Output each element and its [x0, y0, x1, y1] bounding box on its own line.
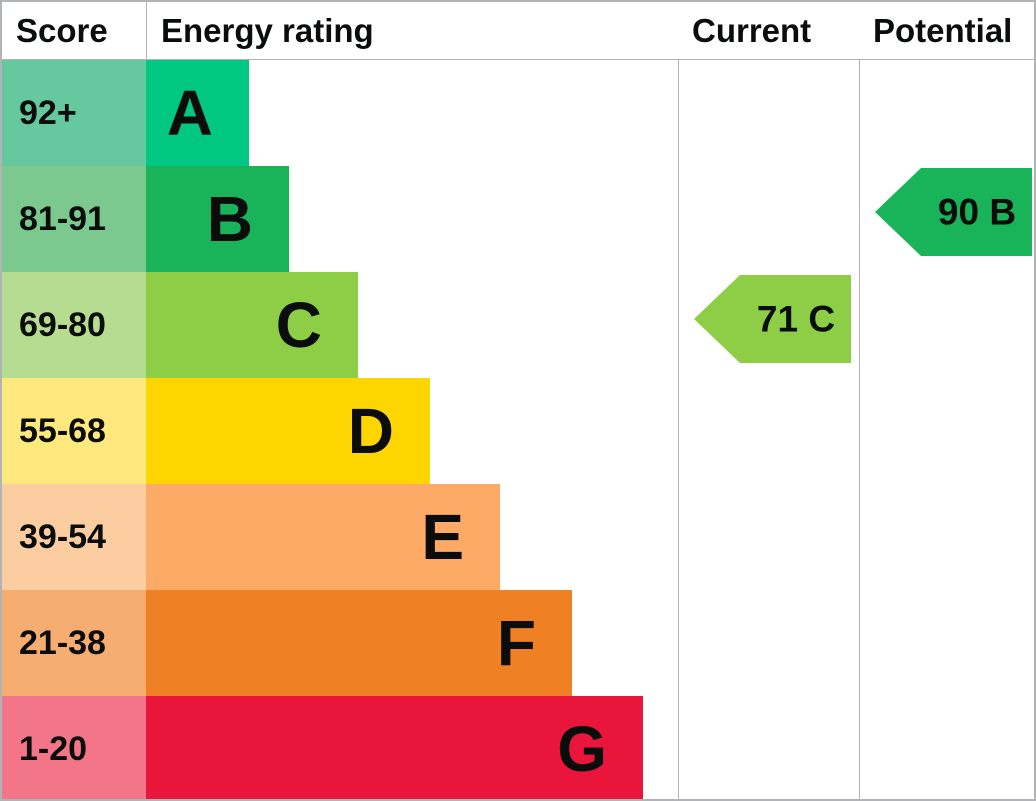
- band-letter-g: G: [557, 713, 607, 785]
- header-score: Score: [16, 11, 108, 49]
- band-row-c: 69-80 C: [2, 272, 643, 378]
- band-letter-a: A: [166, 77, 213, 149]
- current-rating-arrow: 71 C: [694, 275, 851, 363]
- score-range-d: 55-68: [2, 378, 146, 484]
- column-divider-current: [678, 2, 679, 799]
- score-range-a: 92+: [2, 60, 146, 166]
- potential-rating-value: 90 B: [938, 192, 1016, 233]
- header-energy-rating: Energy rating: [146, 2, 676, 59]
- table-header: Score Energy rating Current Potential: [2, 2, 1034, 60]
- band-row-g: 1-20 G: [2, 696, 643, 799]
- score-range-g: 1-20: [2, 696, 146, 799]
- band-bar-d: D: [146, 378, 430, 484]
- current-arrow-shape: [694, 275, 851, 363]
- band-letter-e: E: [421, 501, 464, 573]
- band-letter-d: D: [347, 395, 394, 467]
- band-bar-c: C: [146, 272, 358, 378]
- band-bar-f: F: [146, 590, 572, 696]
- header-potential: Potential: [873, 11, 1013, 49]
- band-letter-c: C: [275, 289, 322, 361]
- band-row-b: 81-91 B: [2, 166, 643, 272]
- column-divider-potential: [859, 2, 860, 799]
- band-bar-b: B: [146, 166, 289, 272]
- band-row-f: 21-38 F: [2, 590, 643, 696]
- band-bar-e: E: [146, 484, 500, 590]
- potential-arrow-shape: [875, 168, 1032, 256]
- band-letter-f: F: [496, 607, 536, 679]
- score-range-f: 21-38: [2, 590, 146, 696]
- score-range-e: 39-54: [2, 484, 146, 590]
- score-range-b: 81-91: [2, 166, 146, 272]
- band-bar-a: A: [146, 60, 249, 166]
- band-rows: 92+ A 81-91 B 69-80 C 55-68 D 39-54 E 21-38 F 1-20 G: [2, 60, 643, 799]
- band-row-d: 55-68 D: [2, 378, 643, 484]
- score-range-c: 69-80: [2, 272, 146, 378]
- band-bar-g: G: [146, 696, 643, 799]
- band-row-e: 39-54 E: [2, 484, 643, 590]
- band-letter-b: B: [206, 183, 253, 255]
- header-current: Current: [692, 11, 812, 49]
- current-rating-value: 71 C: [757, 299, 835, 340]
- band-row-a: 92+ A: [2, 60, 643, 166]
- potential-rating-arrow: 90 B: [875, 168, 1032, 256]
